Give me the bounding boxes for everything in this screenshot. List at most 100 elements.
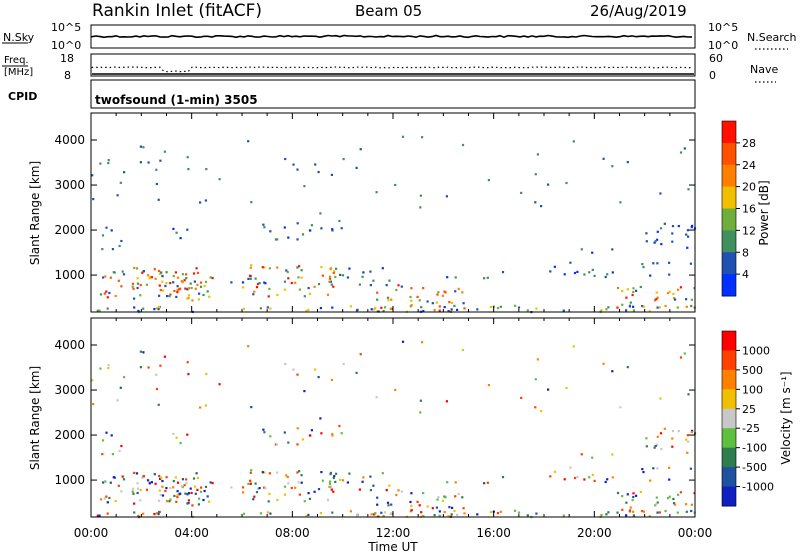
power-cell <box>673 297 676 300</box>
velocity-cell <box>656 443 659 446</box>
velocity-cell <box>517 511 521 514</box>
velocity-cell <box>328 480 332 483</box>
velocity-cell <box>176 481 180 484</box>
power-cell <box>685 233 688 236</box>
power-cell <box>419 194 422 197</box>
power-ytick-label: 3000 <box>54 178 85 192</box>
power-cell <box>395 288 398 292</box>
power-cell <box>105 226 108 229</box>
velocity-colorbar-swatch <box>722 369 736 390</box>
velocity-cell <box>259 512 262 515</box>
velocity-cell <box>285 474 288 477</box>
power-cell <box>165 282 168 285</box>
velocity-cell <box>686 451 689 454</box>
velocity-cell <box>373 513 376 516</box>
power-cell <box>317 171 320 174</box>
velocity-cell <box>389 512 392 515</box>
power-cell <box>241 281 245 284</box>
velocity-cell <box>107 364 110 367</box>
velocity-cell <box>632 510 635 513</box>
power-cell <box>621 290 624 293</box>
velocity-cell <box>187 492 190 495</box>
power-cell <box>616 286 620 290</box>
power-cell <box>321 274 324 277</box>
velocity-cell <box>369 475 372 478</box>
velocity-cell <box>165 476 168 479</box>
velocity-cell <box>153 473 156 476</box>
velocity-cell <box>655 502 658 506</box>
velocity-cell <box>176 490 179 493</box>
power-cell <box>121 270 124 273</box>
power-cell <box>514 304 517 307</box>
velocity-cell <box>263 431 266 434</box>
velocity-cell <box>385 489 388 492</box>
power-cell <box>611 271 614 274</box>
velocity-cell <box>200 486 203 489</box>
velocity-cell <box>153 513 156 516</box>
velocity-cell <box>298 493 301 496</box>
power-colorbar-swatch <box>722 121 736 144</box>
velocity-cell <box>139 350 142 353</box>
power-cell <box>641 263 644 266</box>
power-cell <box>672 292 675 296</box>
velocity-cell <box>142 351 145 354</box>
power-cell <box>300 276 303 279</box>
power-cell <box>384 306 387 309</box>
velocity-cell <box>96 514 99 517</box>
power-cell <box>677 288 680 291</box>
power-cell <box>331 229 334 232</box>
power-cell <box>160 271 163 274</box>
velocity-cell <box>683 352 686 355</box>
velocity-cell <box>145 488 148 491</box>
cpid-panel: CPID twofsound (1-min) 3505 <box>8 79 696 109</box>
velocity-cell <box>161 494 165 497</box>
velocity-cell <box>602 362 605 365</box>
velocity-cell <box>159 477 162 480</box>
velocity-cell <box>526 514 529 517</box>
power-cell <box>158 284 161 287</box>
power-cell <box>648 310 651 313</box>
velocity-cell <box>421 341 424 344</box>
velocity-cell <box>108 496 111 500</box>
velocity-cell <box>99 367 102 370</box>
x-tick-label: 00:00 <box>678 526 713 540</box>
velocity-cell <box>292 368 295 371</box>
velocity-cell <box>155 387 158 391</box>
frequency-panel: Freq. [MHz] 18 8 60 0 Nave <box>2 52 778 83</box>
velocity-cell <box>287 441 290 444</box>
power-cell <box>433 309 436 312</box>
power-cell <box>443 306 446 309</box>
power-cell <box>175 295 178 298</box>
velocity-ytick-label: 1000 <box>54 473 85 487</box>
velocity-cell <box>172 480 175 483</box>
power-cell <box>526 309 529 312</box>
power-cell <box>591 268 594 271</box>
power-cell <box>287 277 290 280</box>
freq-right-label: Nave <box>750 63 778 76</box>
velocity-cell <box>163 355 166 358</box>
power-cell <box>338 219 341 223</box>
power-cell <box>136 286 139 290</box>
velocity-cell <box>591 456 594 459</box>
velocity-cell <box>91 379 94 382</box>
velocity-cell <box>687 393 690 396</box>
power-cell <box>435 301 438 304</box>
power-cell <box>319 212 322 215</box>
power-cell <box>358 283 361 286</box>
velocity-cell <box>204 404 207 407</box>
power-cell <box>390 298 393 301</box>
velocity-cell <box>101 453 104 456</box>
power-cell <box>501 271 505 274</box>
velocity-cell <box>656 501 659 504</box>
power-cell <box>286 271 289 274</box>
power-cell <box>690 298 693 301</box>
power-cell <box>416 295 419 298</box>
power-cell <box>136 282 140 285</box>
power-cell <box>461 291 464 294</box>
velocity-cell <box>117 484 120 487</box>
velocity-cell <box>252 498 255 501</box>
power-cell <box>655 291 658 294</box>
velocity-cell <box>166 500 169 503</box>
power-cell <box>107 159 110 162</box>
power-cell <box>625 296 628 299</box>
